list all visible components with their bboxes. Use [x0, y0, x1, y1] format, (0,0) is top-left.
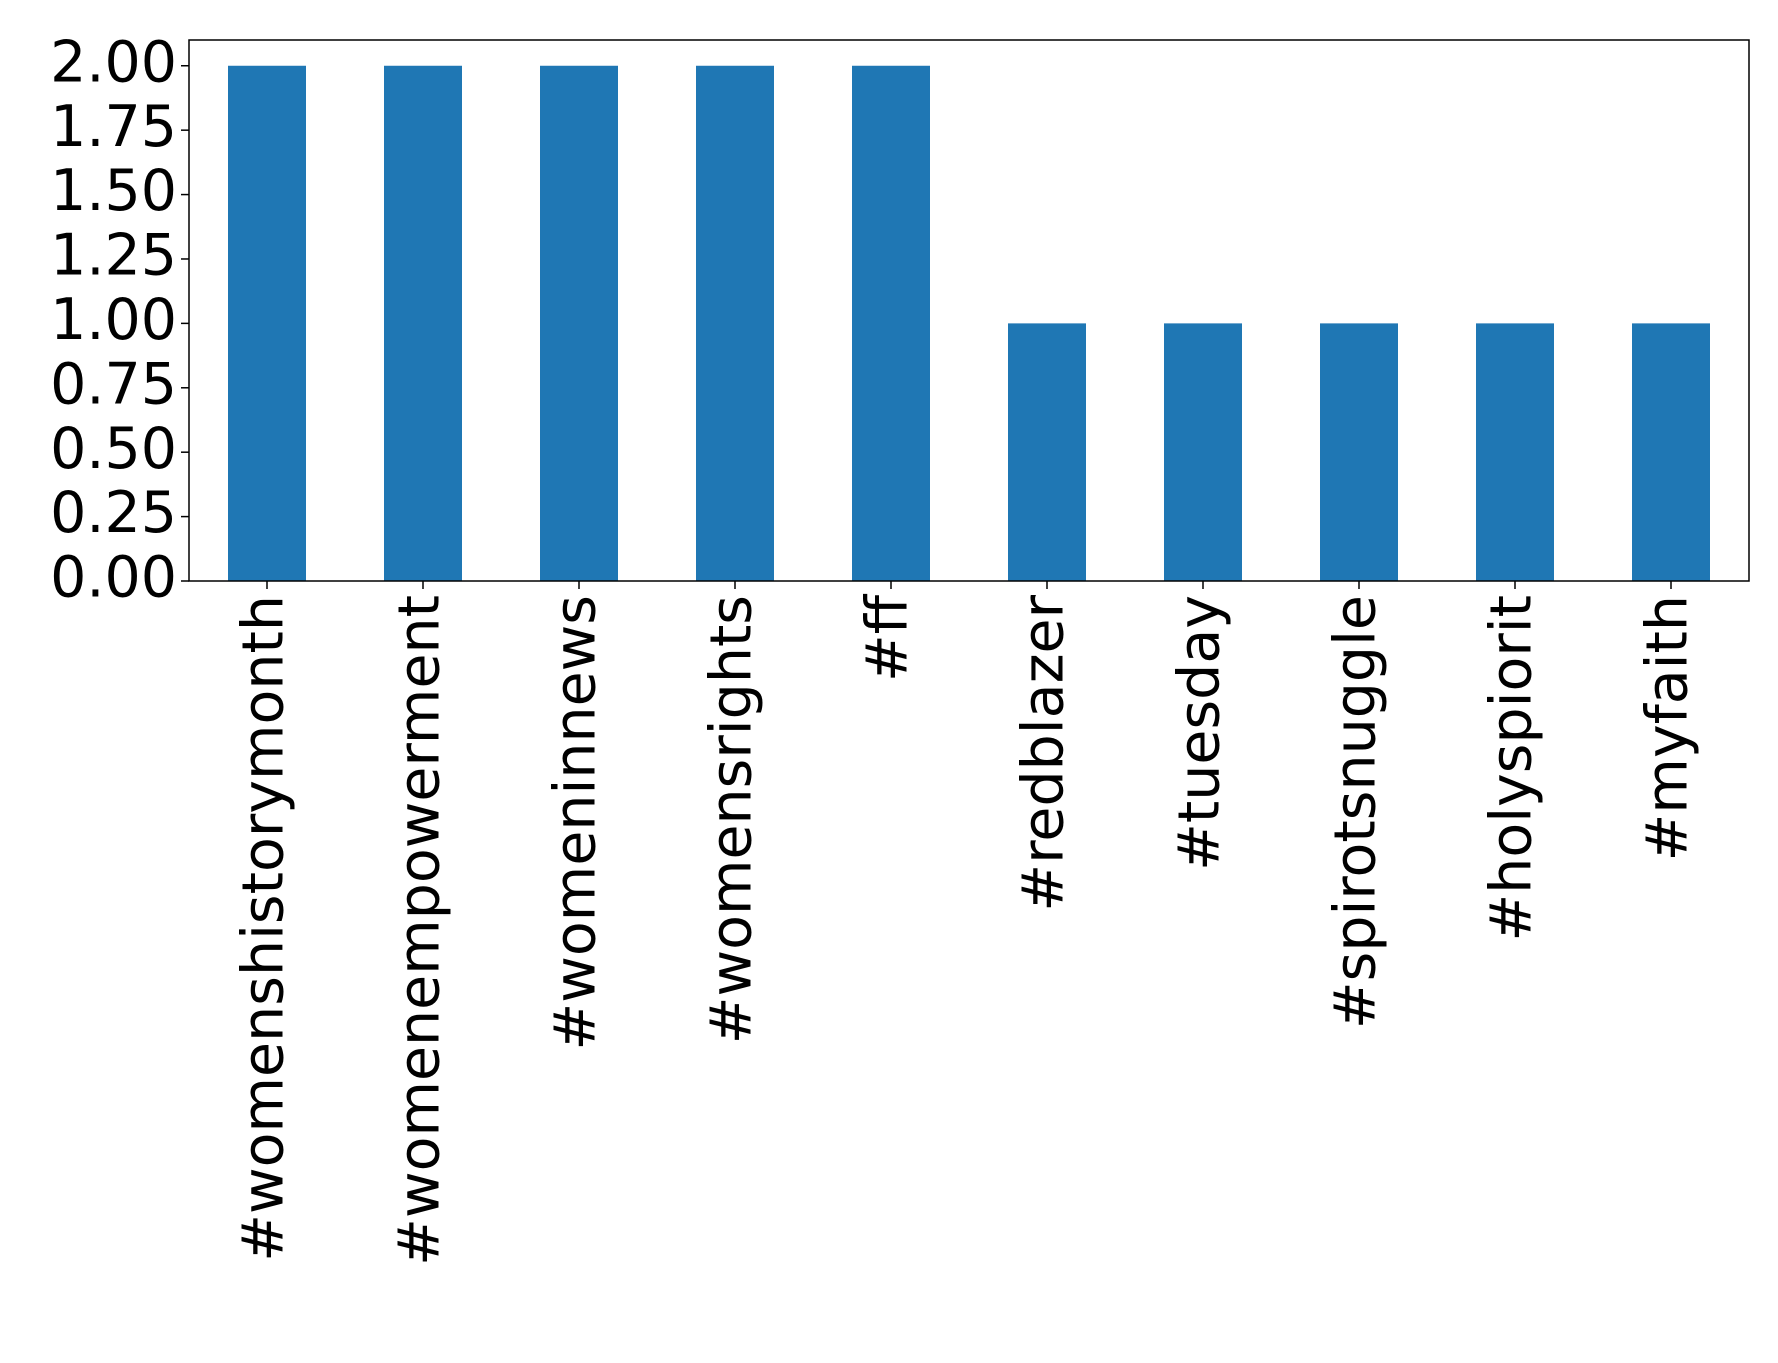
bar [1164, 323, 1242, 581]
bar [696, 65, 774, 581]
y-tick-label: 1.75 [50, 94, 177, 160]
x-tick-label: #womensrights [699, 595, 765, 1044]
x-tick-label: #redblazer [1011, 594, 1077, 911]
x-tick-label: #myfaith [1635, 595, 1701, 861]
y-tick-label: 2.00 [50, 29, 177, 95]
plot-frame [188, 39, 1750, 582]
x-tick-label: #tuesday [1167, 595, 1233, 871]
bar [1320, 323, 1398, 581]
bar [384, 65, 462, 581]
bar [852, 65, 930, 581]
x-tick-label: #womeninnews [543, 595, 609, 1050]
bar [1632, 323, 1710, 581]
x-tick-label: #womenempowerment [387, 595, 453, 1266]
y-tick-label: 0.25 [50, 480, 177, 546]
x-tick-label: #ff [855, 593, 921, 682]
y-tick-label: 0.00 [50, 545, 177, 611]
y-tick-label: 0.50 [50, 416, 177, 482]
bar [540, 65, 618, 581]
y-tick-label: 1.00 [50, 287, 177, 353]
y-tick-label: 1.50 [50, 158, 177, 224]
bar [1476, 323, 1554, 581]
x-tick-label: #womenshistorymonth [231, 595, 297, 1262]
x-tick-label: #holyspiorit [1479, 595, 1545, 942]
y-tick-label: 1.25 [50, 223, 177, 289]
bar [228, 65, 306, 581]
bar [1008, 323, 1086, 581]
x-tick-label: #spirotsnuggle [1323, 595, 1389, 1029]
y-tick-label: 0.75 [50, 351, 177, 417]
